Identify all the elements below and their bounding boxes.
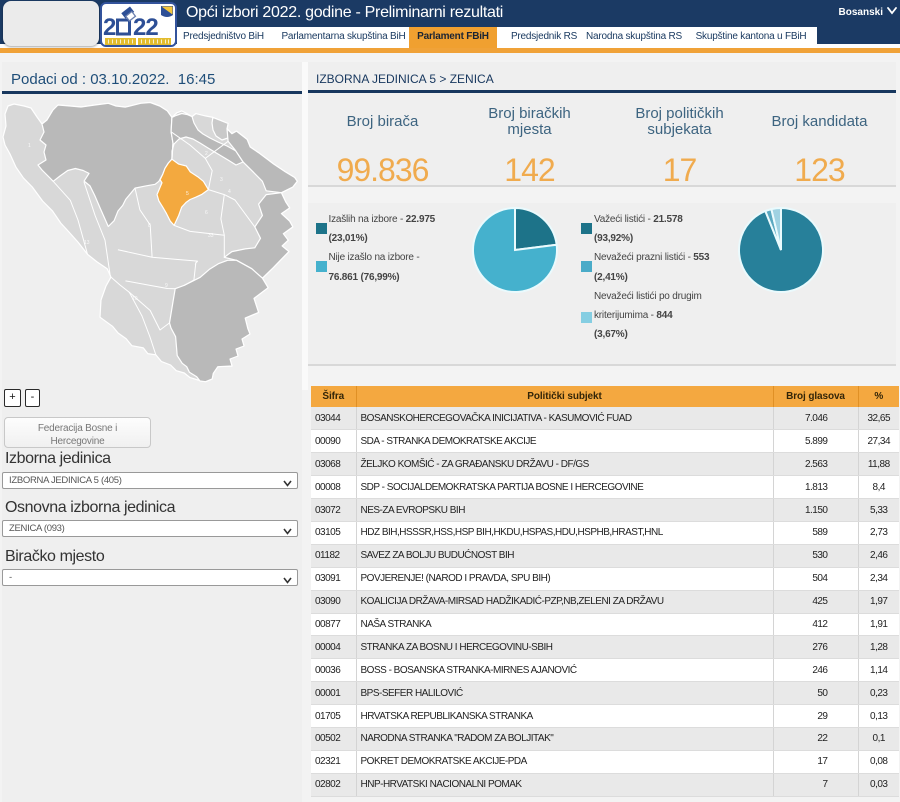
svg-text:10: 10	[132, 296, 138, 302]
svg-text:7: 7	[194, 261, 197, 267]
svg-text:9: 9	[165, 283, 168, 289]
svg-text:4: 4	[228, 189, 231, 195]
svg-text:1: 1	[28, 143, 31, 149]
svg-text:22: 22	[133, 14, 158, 41]
svg-text:3: 3	[220, 177, 223, 183]
svg-text:2: 2	[103, 14, 116, 41]
svg-text:8: 8	[148, 223, 151, 229]
svg-text:6: 6	[205, 210, 208, 216]
svg-text:13: 13	[84, 240, 90, 246]
svg-text:5: 5	[186, 191, 189, 197]
svg-text:33: 33	[208, 233, 214, 239]
svg-text:2: 2	[205, 151, 208, 157]
